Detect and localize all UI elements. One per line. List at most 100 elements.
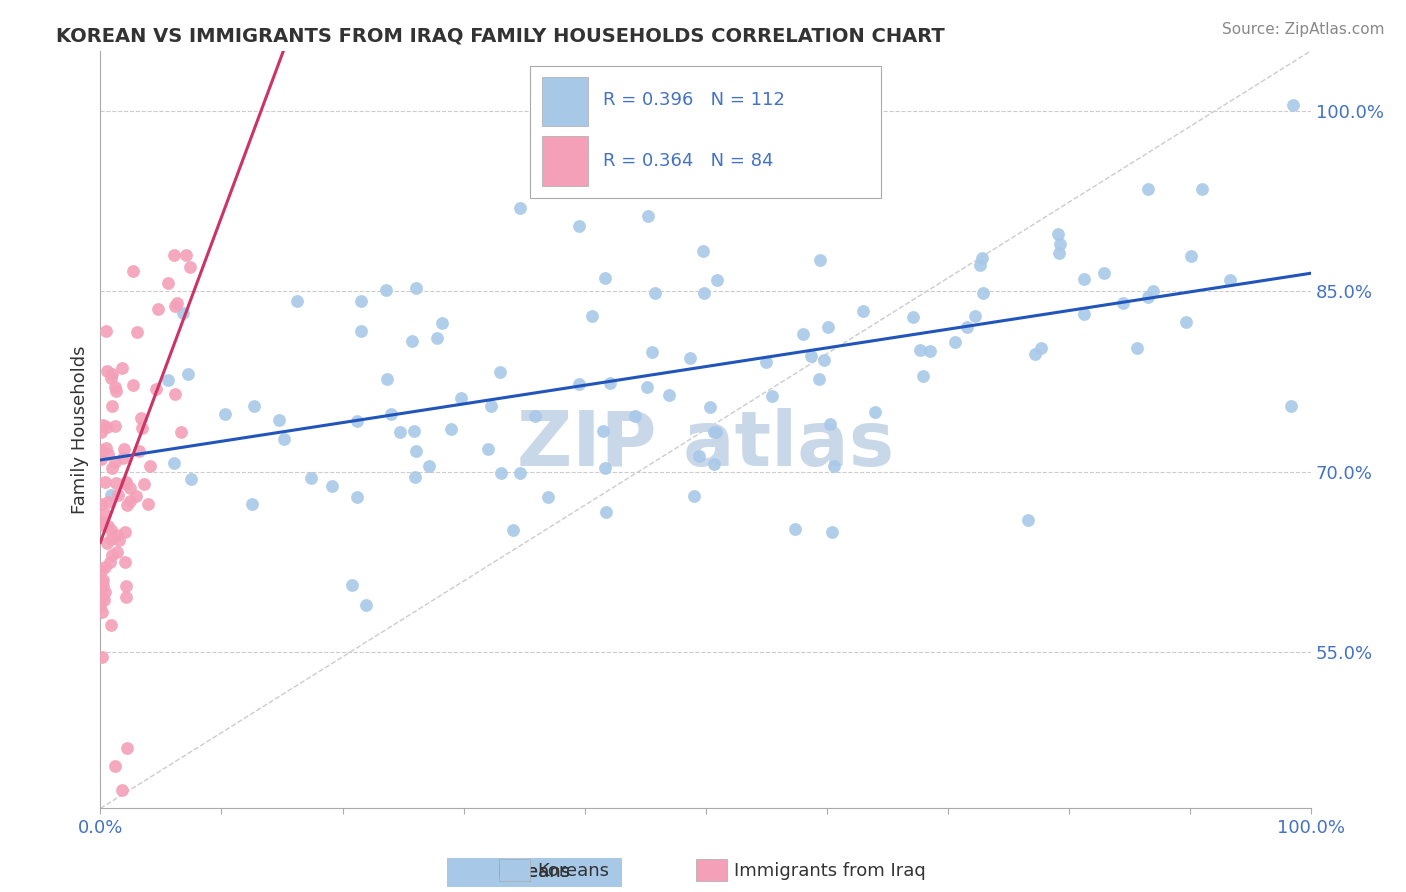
Point [761,389,783,403]
Point [440,422,463,436]
Point [852,304,875,318]
Point [1136,290,1159,304]
Point [112,442,135,456]
Point [1046,227,1069,241]
Point [425,331,447,345]
Point [94,475,117,490]
Point [163,248,186,262]
Point [817,320,839,334]
Point [156,276,179,290]
Point [117,498,139,512]
Point [101,549,124,563]
Point [214,408,236,422]
Point [100,618,122,632]
Point [1191,182,1213,196]
Point [105,544,128,558]
Point [91,579,114,593]
Point [114,555,136,569]
Point [93,593,115,607]
Point [177,367,200,381]
Point [121,264,143,278]
Point [1024,347,1046,361]
Point [179,260,201,275]
Point [174,248,197,262]
Point [1142,285,1164,299]
Point [537,490,560,504]
Point [104,419,127,434]
Point [145,382,167,396]
Point [243,399,266,413]
Point [125,489,148,503]
Point [752,169,775,184]
Point [792,326,814,341]
Point [97,495,120,509]
Point [477,442,499,456]
Point [103,380,125,394]
Point [118,481,141,495]
Point [970,251,993,265]
Point [823,458,845,473]
Point [1136,182,1159,196]
Point [115,741,138,756]
Point [401,334,423,348]
Point [688,450,710,464]
Point [1175,315,1198,329]
Point [90,443,112,458]
Point [640,345,662,359]
Point [581,309,603,323]
Point [405,443,427,458]
Point [568,219,591,233]
Point [450,391,472,405]
Text: Source: ZipAtlas.com: Source: ZipAtlas.com [1222,22,1385,37]
Point [783,522,806,536]
Point [692,244,714,259]
Point [901,310,924,324]
Point [1073,271,1095,285]
Point [240,497,263,511]
Point [418,458,440,473]
Point [107,487,129,501]
Point [90,591,112,605]
Point [114,579,136,593]
Point [969,258,991,272]
Point [273,432,295,446]
Point [100,488,122,502]
Point [163,387,186,401]
Point [489,466,512,480]
Point [91,417,114,432]
Point [134,477,156,491]
Point [1219,273,1241,287]
Point [267,413,290,427]
Point [105,528,128,542]
Point [509,466,531,480]
Point [599,376,621,390]
Point [821,524,844,539]
Point [350,293,373,308]
Point [377,372,399,386]
Point [111,451,134,466]
Point [342,578,364,592]
Text: Immigrants from Iraq: Immigrants from Iraq [734,862,925,880]
Text: R = 0.364   N = 84: R = 0.364 N = 84 [603,152,773,169]
Point [918,344,941,359]
Point [1047,245,1070,260]
Point [405,281,427,295]
Point [699,400,721,414]
Text: KOREAN VS IMMIGRANTS FROM IRAQ FAMILY HOUSEHOLDS CORRELATION CHART: KOREAN VS IMMIGRANTS FROM IRAQ FAMILY HO… [56,27,945,45]
Point [90,516,112,530]
Point [1049,237,1071,252]
Point [94,507,117,521]
Point [287,293,309,308]
Point [166,296,188,310]
Point [136,497,159,511]
Point [402,424,425,438]
Point [702,425,724,439]
Point [863,405,886,419]
Point [644,286,666,301]
Point [800,349,823,363]
Point [567,376,589,391]
Point [90,498,112,512]
Point [704,425,727,439]
Point [91,575,114,590]
Point [1112,295,1135,310]
